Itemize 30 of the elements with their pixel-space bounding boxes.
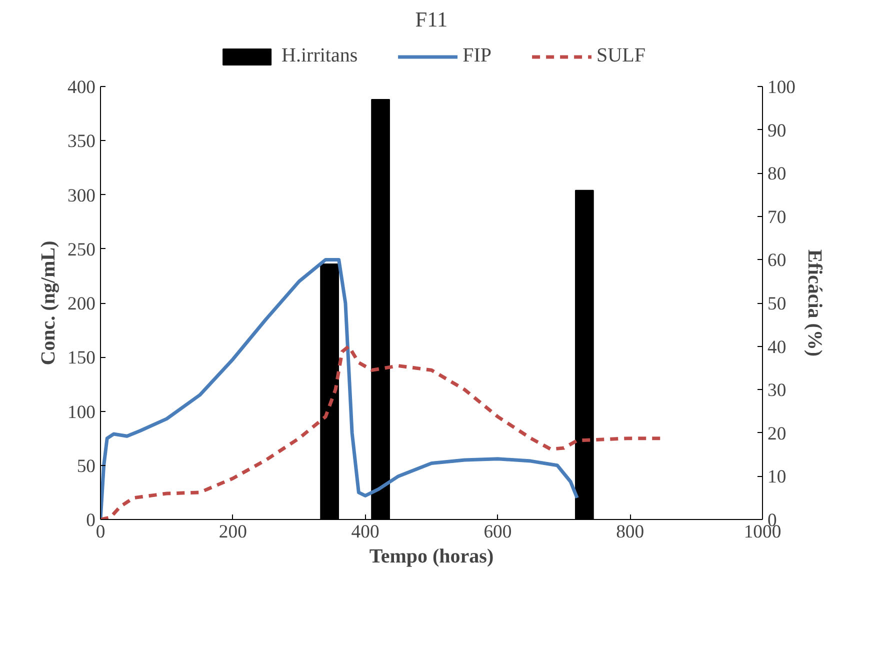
x-axis-title: Tempo (horas) [369,546,494,568]
y-tick-label: 150 [68,348,96,369]
y-tick-label: 250 [68,239,96,260]
y-tick-label: 400 [68,77,96,98]
y-tick-label: 50 [76,456,96,477]
y-tick-label: 200 [68,294,96,314]
y2-tick-label: 90 [768,120,786,142]
legend-label: SULF [596,44,646,68]
x-tick-label: 800 [616,522,644,542]
x-tick-label: 200 [218,522,247,542]
y-axis-title: Conc. (ng/mL) [38,240,60,366]
y2-tick-label: 70 [768,206,786,228]
legend-label: FIP [462,44,492,68]
x-tick-label: 600 [484,522,512,542]
y2-tick-label: 100 [768,77,796,98]
y-tick-label: 350 [68,131,96,152]
y-tick-label: 100 [68,402,96,423]
y2-tick-label: 10 [768,466,786,488]
y2-axis-title: Eficácia (%) [803,249,826,357]
y2-tick-label: 20 [768,423,786,444]
y-tick-label: 300 [68,185,96,206]
x-tick-label: 400 [351,522,380,542]
y2-tick-label: 30 [768,380,786,402]
chart-title: F11 [415,8,448,32]
y2-tick-label: 50 [768,294,786,314]
y2-tick-label: 60 [768,250,786,272]
y2-tick-label: 40 [768,336,786,358]
line-series [100,258,579,520]
y2-tick-label: 80 [768,164,786,185]
legend-label: H.irritans [282,44,358,68]
